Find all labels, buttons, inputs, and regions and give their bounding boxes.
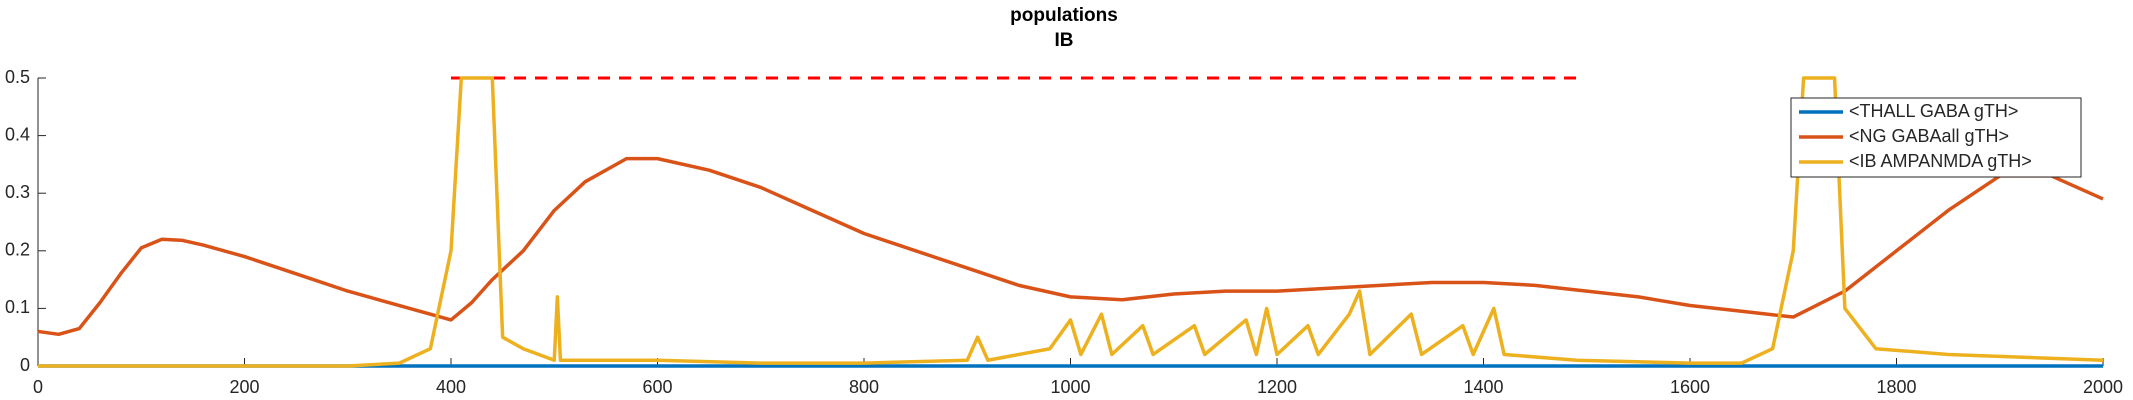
x-tick-label: 400 [436,377,466,397]
x-tick-label: 1200 [1257,377,1297,397]
x-tick-label: 600 [642,377,672,397]
y-tick-label: 0.2 [5,240,30,260]
x-tick-label: 800 [849,377,879,397]
legend-label: <IB AMPANMDA gTH> [1849,151,2032,171]
legend-label: <NG GABAall gTH> [1849,126,2009,146]
series-line [38,76,2104,368]
y-tick-label: 0.3 [5,182,30,202]
x-tick-label: 1600 [1670,377,1710,397]
x-tick-label: 200 [229,377,259,397]
y-tick-label: 0.5 [5,67,30,87]
y-tick-label: 0.4 [5,124,30,144]
x-tick-label: 0 [33,377,43,397]
chart-subtitle: IB [1055,30,1074,51]
y-tick-label: 0 [20,355,30,375]
chart-title: populations [1010,5,1118,26]
x-tick-label: 2000 [2083,377,2123,397]
x-tick-label: 1800 [1876,377,1916,397]
x-tick-label: 1000 [1050,377,1090,397]
legend-label: <THALL GABA gTH> [1849,101,2018,121]
x-tick-label: 1400 [1463,377,1503,397]
y-tick-label: 0.1 [5,297,30,317]
series-line [37,156,2104,337]
